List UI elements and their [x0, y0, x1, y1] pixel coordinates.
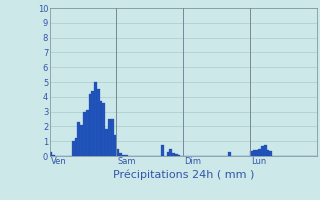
- Bar: [261, 146, 264, 156]
- Bar: [86, 110, 89, 156]
- Bar: [178, 155, 180, 156]
- Bar: [125, 155, 128, 156]
- Bar: [105, 129, 108, 156]
- Bar: [269, 151, 272, 156]
- Bar: [172, 153, 175, 156]
- Bar: [264, 145, 267, 156]
- Bar: [52, 155, 55, 156]
- Bar: [119, 153, 122, 156]
- Bar: [80, 125, 83, 156]
- Bar: [169, 149, 172, 156]
- Bar: [114, 135, 116, 156]
- Bar: [258, 149, 261, 156]
- Bar: [175, 154, 178, 156]
- Bar: [83, 112, 86, 156]
- Bar: [72, 141, 75, 156]
- Bar: [77, 122, 80, 156]
- Bar: [75, 138, 77, 156]
- Bar: [50, 152, 52, 156]
- Bar: [94, 82, 97, 156]
- Bar: [228, 152, 230, 156]
- X-axis label: Précipitations 24h ( mm ): Précipitations 24h ( mm ): [113, 169, 254, 180]
- Bar: [116, 149, 119, 156]
- Bar: [122, 155, 125, 156]
- Bar: [111, 119, 114, 156]
- Bar: [89, 94, 91, 156]
- Bar: [102, 103, 105, 156]
- Bar: [97, 89, 100, 156]
- Bar: [108, 119, 111, 156]
- Bar: [256, 150, 258, 156]
- Bar: [267, 150, 269, 156]
- Bar: [161, 145, 164, 156]
- Bar: [100, 101, 102, 156]
- Bar: [166, 152, 169, 156]
- Bar: [253, 150, 256, 156]
- Bar: [250, 151, 253, 156]
- Bar: [91, 91, 94, 156]
